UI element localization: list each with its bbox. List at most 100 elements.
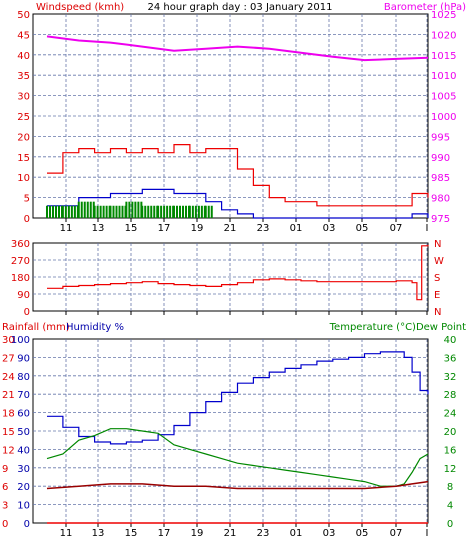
temperature-tick-label: 20 [444, 427, 457, 438]
humidity-tick-label: 90 [17, 353, 30, 364]
rainfall-tick-label: 15 [2, 427, 15, 438]
temperature-tick-label: 8 [447, 482, 453, 493]
wind-tick-label: 20 [17, 132, 30, 143]
dew-point-line [46, 480, 429, 490]
humidity-tick-label: 30 [17, 464, 30, 475]
wind-direction-line [47, 244, 429, 301]
x-tick-label: 23 [257, 223, 270, 234]
barometer-tick-label: 1010 [431, 71, 456, 82]
temperature-dewpoint-axis-label: Temperature (°C)Dew Point [329, 322, 466, 333]
humidity-tick-label: 70 [17, 390, 30, 401]
rainfall-tick-label: 27 [2, 353, 15, 364]
humidity-tick-label: 60 [17, 409, 30, 420]
x-tick-label: 15 [125, 528, 138, 539]
temperature-tick-label: 24 [444, 409, 457, 420]
humidity-tick-label: 20 [17, 482, 30, 493]
temperature-tick-label: 0 [447, 519, 453, 530]
rainfall-tick-label: 24 [2, 372, 15, 383]
temperature-tick-label: 28 [444, 390, 457, 401]
x-tick-label: 21 [224, 223, 237, 234]
temperature-tick-label: 36 [444, 353, 457, 364]
x-tick-label: 13 [92, 223, 105, 234]
humidity-tick-label: 40 [17, 445, 30, 456]
x-tick-label: 01 [290, 223, 303, 234]
x-tick-label: 11 [60, 223, 73, 234]
rainfall-tick-label: 18 [2, 409, 15, 420]
x-tick-label: I [426, 528, 429, 539]
direction-tick-label: 360 [11, 239, 30, 250]
temperature-tick-label: 32 [444, 372, 457, 383]
barometer-tick-label: 1005 [431, 92, 456, 103]
direction-tick-label: 180 [11, 273, 30, 284]
direction-tick-label: 90 [17, 290, 30, 301]
wind-tick-label: 45 [17, 30, 30, 41]
rainfall-axis-label: Rainfall (mm) [2, 322, 70, 333]
temperature-tick-label: 40 [444, 335, 457, 346]
x-tick-label: 15 [125, 223, 138, 234]
wind-average-line [47, 188, 429, 219]
rainfall-tick-label: 0 [2, 519, 8, 530]
wind-tick-label: 5 [24, 194, 30, 205]
wind-tick-label: 35 [17, 71, 30, 82]
barometer-tick-label: 1000 [431, 112, 456, 123]
rainfall-tick-label: 12 [2, 445, 15, 456]
temperature-tick-label: 4 [447, 501, 453, 512]
temperature-tick-label: 12 [444, 464, 457, 475]
direction-tick-label: 0 [24, 307, 30, 318]
barometer-tick-label: 990 [431, 153, 450, 164]
x-tick-label: 21 [224, 528, 237, 539]
wind-tick-label: 10 [17, 173, 30, 184]
rainfall-tick-label: 3 [2, 501, 8, 512]
x-tick-label: 01 [290, 528, 303, 539]
humidity-tick-label: 80 [17, 372, 30, 383]
humidity-tick-label: 50 [17, 427, 30, 438]
x-tick-label: 05 [356, 528, 369, 539]
barometer-tick-label: 1025 [431, 10, 456, 21]
x-tick-label: 19 [191, 223, 204, 234]
humidity-axis-label: Humidity % [66, 322, 124, 333]
wind-tick-label: 25 [17, 112, 30, 123]
wind-tick-label: 30 [17, 92, 30, 103]
humidity-line [47, 351, 429, 445]
x-tick-label: 13 [92, 528, 105, 539]
direction-tick-label: 270 [11, 256, 30, 267]
rainfall-tick-label: 6 [2, 482, 8, 493]
compass-tick-label: N [434, 307, 441, 318]
humidity-tick-label: 100 [11, 335, 30, 346]
barometer-line [46, 35, 429, 62]
windspeed-axis-label: Windspeed (kmh) [36, 2, 124, 13]
barometer-tick-label: 980 [431, 194, 450, 205]
barometer-tick-label: 985 [431, 173, 450, 184]
x-tick-label: 03 [323, 528, 336, 539]
x-tick-label: 07 [390, 223, 403, 234]
barometer-tick-label: 1020 [431, 30, 456, 41]
x-tick-label: 07 [390, 528, 403, 539]
x-tick-label: 23 [257, 528, 270, 539]
humidity-tick-label: 10 [17, 501, 30, 512]
barometer-tick-label: 995 [431, 132, 450, 143]
compass-tick-label: N [434, 239, 441, 250]
temperature-tick-label: 16 [444, 445, 457, 456]
barometer-axis-label: Barometer (hPa) [384, 2, 466, 13]
rainfall-tick-label: 21 [2, 390, 15, 401]
barometer-tick-label: 1015 [431, 51, 456, 62]
x-tick-label: 17 [158, 528, 171, 539]
rainfall-tick-label: 9 [2, 464, 8, 475]
x-tick-label: 05 [356, 223, 369, 234]
x-tick-label: I [426, 223, 429, 234]
x-tick-label: 17 [158, 223, 171, 234]
barometer-tick-label: 975 [431, 214, 450, 225]
humidity-tick-label: 0 [24, 519, 30, 530]
compass-tick-label: W [434, 256, 444, 267]
rainfall-tick-label: 30 [2, 335, 15, 346]
wind-tick-label: 50 [17, 10, 30, 21]
wind-tick-label: 40 [17, 51, 30, 62]
compass-tick-label: S [434, 273, 440, 284]
x-tick-label: 03 [323, 223, 336, 234]
wind-gust-line [47, 144, 429, 207]
x-tick-label: 11 [60, 528, 73, 539]
x-tick-label: 19 [191, 528, 204, 539]
wind-tick-label: 0 [24, 214, 30, 225]
chart-title: 24 hour graph day : 03 January 2011 [148, 2, 333, 13]
